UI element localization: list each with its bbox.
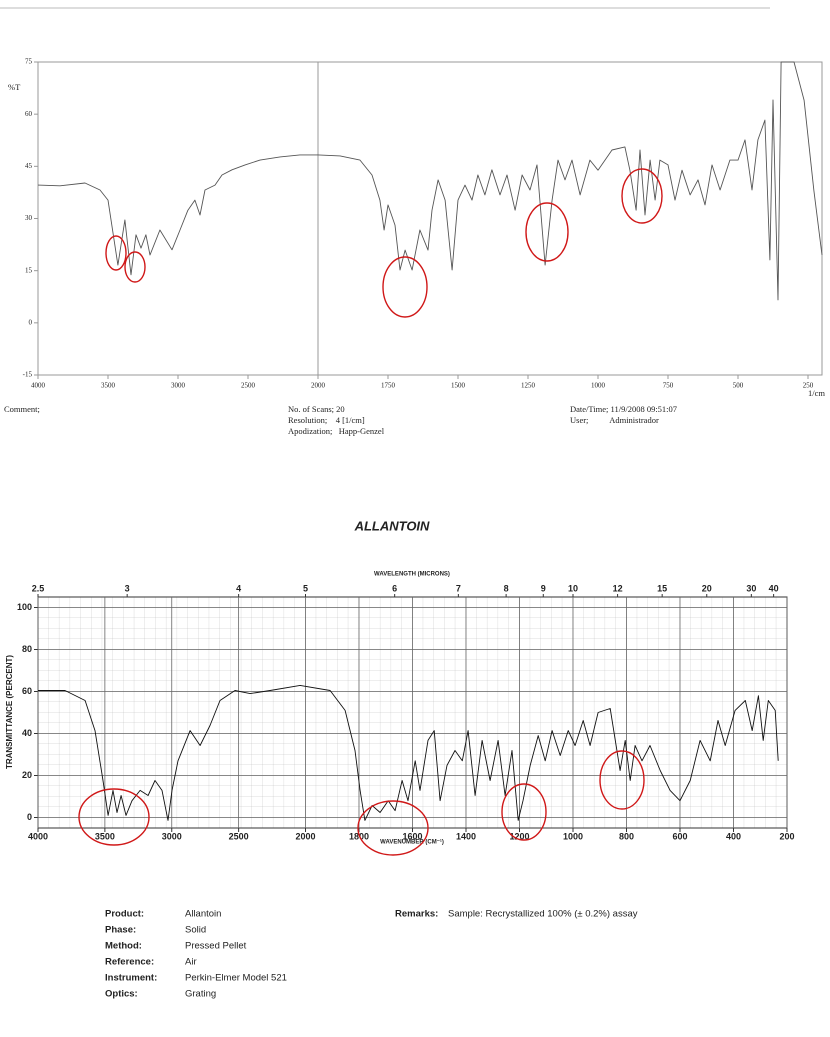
y-axis-label: TRANSMITTANCE (PERCENT): [5, 655, 14, 769]
x2-tick-label: 9: [541, 583, 546, 593]
spectrum-line: [37, 61, 823, 301]
info-value: Grating: [185, 989, 216, 1000]
highlight: [105, 235, 127, 271]
x-axis-label: 1/cm: [808, 388, 825, 398]
x-tick-label: 1200: [509, 831, 529, 841]
x2-tick-label: 5: [303, 583, 308, 593]
highlight: [78, 788, 150, 846]
spectrum-line: [38, 684, 779, 821]
info-label: Product:: [105, 909, 144, 920]
x-tick-label: 750: [663, 382, 674, 390]
x2-tick-label: 30: [746, 583, 756, 593]
info-label: Optics:: [105, 989, 138, 1000]
y-tick-label: 80: [22, 644, 32, 654]
info-value: Pressed Pellet: [185, 941, 247, 952]
highlight: [599, 750, 645, 810]
x-tick-label: 2000: [311, 382, 326, 390]
x-tick-label: 3500: [101, 382, 116, 390]
info-block: Product: Allantoin Phase: Solid Method: …: [105, 909, 638, 1000]
remarks-value: Sample: Recrystallized 100% (± 0.2%) ass…: [448, 909, 638, 920]
y-tick-label: 75: [25, 58, 33, 66]
x2-tick-label: 8: [504, 583, 509, 593]
info-value: Allantoin: [185, 909, 221, 920]
x-axis-label: WAVENUMBER (CM⁻¹): [380, 839, 444, 846]
info: Resolution; 4 [1/cm]: [288, 415, 365, 425]
x2-tick-label: 6: [392, 583, 397, 593]
y-tick-label: 100: [17, 602, 32, 612]
info-value: Air: [185, 957, 197, 968]
x2-tick-label: 2.5: [32, 583, 45, 593]
y-tick-label: 0: [27, 812, 32, 822]
y-tick-label: 40: [22, 728, 32, 738]
highlight: [382, 256, 428, 318]
info-label: Reference:: [105, 957, 154, 968]
y-tick-label: 45: [25, 162, 33, 170]
x-tick-label: 3000: [171, 382, 186, 390]
x-tick-label: 2000: [295, 831, 315, 841]
x-tick-label: 3500: [95, 831, 115, 841]
highlight: [525, 202, 569, 262]
remarks-label: Remarks:: [395, 909, 438, 920]
info: Apodization; Happ-Genzel: [288, 426, 385, 436]
x2-tick-label: 3: [125, 583, 130, 593]
info-value: Solid: [185, 925, 206, 936]
x-tick-label: 400: [726, 831, 741, 841]
highlight: [621, 168, 663, 224]
info-label: Phase:: [105, 925, 136, 936]
info: Comment;: [4, 404, 40, 414]
y-tick-label: 60: [22, 686, 32, 696]
x-tick-label: 4000: [28, 831, 48, 841]
x-tick-label: 1000: [591, 382, 606, 390]
x2-tick-label: 12: [613, 583, 623, 593]
x-tick-label: 600: [672, 831, 687, 841]
x-tick-label: 1250: [521, 382, 536, 390]
chart-title: ALLANTOIN: [354, 518, 430, 533]
info: User; Administrador: [570, 415, 659, 425]
y-tick-label: 60: [25, 110, 33, 118]
y-tick-label: -15: [23, 371, 33, 379]
info-value: Perkin-Elmer Model 521: [185, 973, 287, 984]
x2-tick-label: 15: [657, 583, 667, 593]
highlight: [501, 783, 547, 841]
x2-tick-label: 20: [702, 583, 712, 593]
y-tick-label: 20: [22, 770, 32, 780]
x-tick-label: 3000: [162, 831, 182, 841]
x-tick-label: 1750: [381, 382, 396, 390]
y-tick-label: 30: [25, 214, 33, 222]
x2-tick-label: 7: [456, 583, 461, 593]
x2-tick-label: 4: [236, 583, 241, 593]
y-tick-label: 0: [29, 318, 33, 326]
x-tick-label: 250: [803, 382, 814, 390]
x-tick-label: 4000: [31, 382, 46, 390]
x-tick-label: 800: [619, 831, 634, 841]
info-label: Instrument:: [105, 973, 157, 984]
info: Date/Time; 11/9/2008 09:51:07: [570, 404, 677, 414]
x2-tick-label: 40: [769, 583, 779, 593]
x2-tick-label: 10: [568, 583, 578, 593]
y-axis-label: %T: [8, 82, 21, 92]
highlight: [124, 251, 146, 283]
x-tick-label: 1600: [402, 831, 422, 841]
x-tick-label: 500: [733, 382, 744, 390]
y-tick-label: 15: [25, 266, 33, 274]
x-tick-label: 2500: [241, 382, 256, 390]
x-tick-label: 2500: [229, 831, 249, 841]
x-tick-label: 1400: [456, 831, 476, 841]
info: No. of Scans; 20: [288, 404, 345, 414]
x-tick-label: 1500: [451, 382, 466, 390]
plot-frame: [37, 61, 823, 376]
highlights: [78, 168, 663, 856]
highlight: [357, 800, 429, 856]
x2-axis-label: WAVELENGTH (MICRONS): [374, 572, 450, 578]
x-tick-label: 1000: [563, 831, 583, 841]
x-tick-label: 200: [779, 831, 794, 841]
info-label: Method:: [105, 941, 142, 952]
